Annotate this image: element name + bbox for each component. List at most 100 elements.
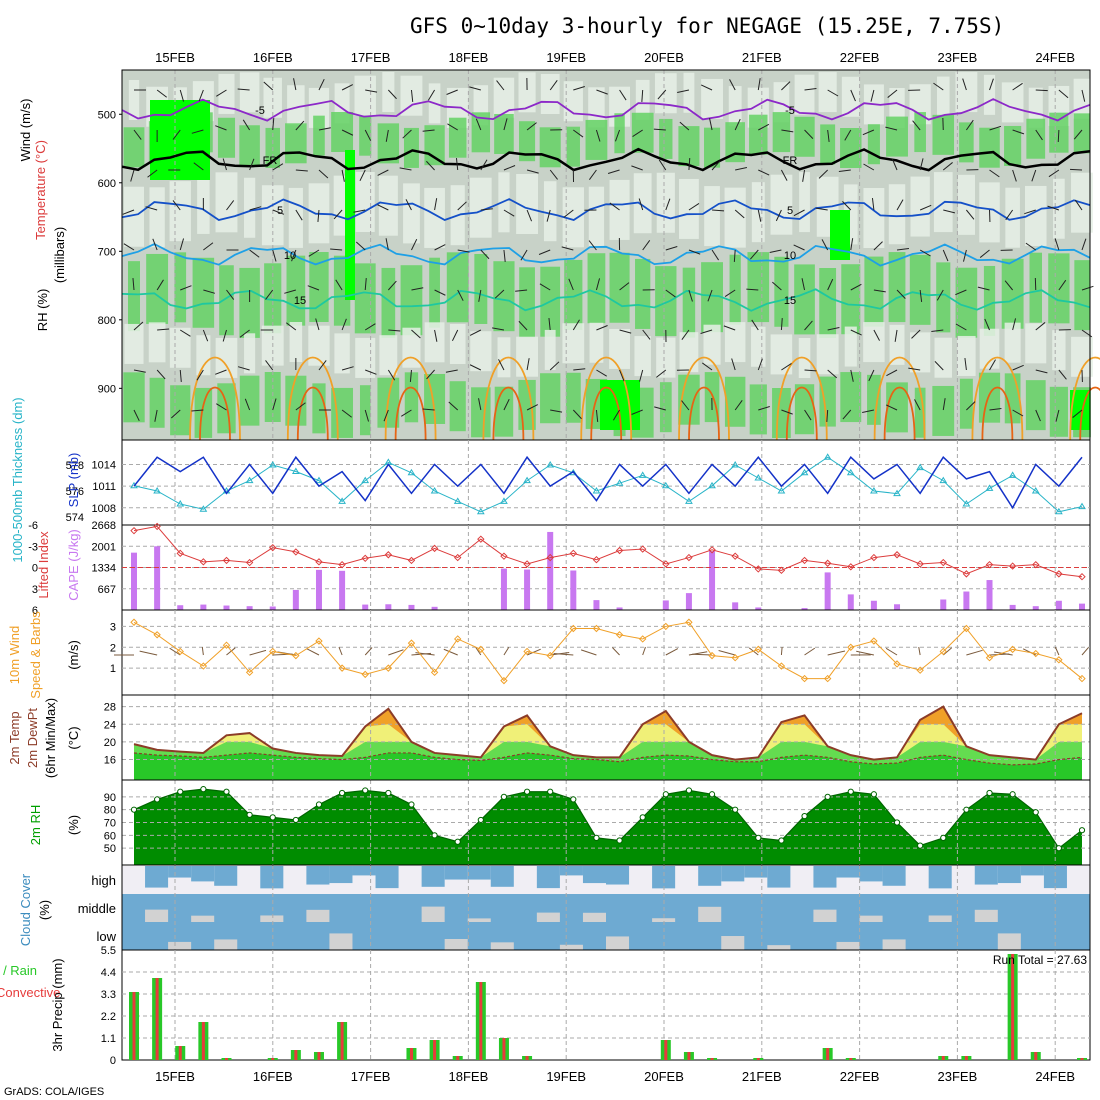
rh-cell (334, 333, 350, 374)
wind-barb (272, 249, 277, 262)
cape-bar (385, 604, 392, 610)
wind-barb (364, 129, 372, 141)
wind-barb (619, 369, 625, 382)
thickness-point (800, 468, 809, 476)
wind-barb (688, 651, 708, 656)
wind-barb (132, 278, 135, 291)
wind-barb (1012, 129, 1025, 135)
rh2m-point (130, 806, 138, 813)
rh2m-point (685, 787, 693, 794)
panel-labels: Wind (m/s) Temperature (°C) (millibars) … (0, 99, 81, 1052)
wind-barb (216, 89, 227, 97)
label-wind: Wind (m/s) (18, 99, 33, 162)
rh-cell (494, 113, 514, 154)
wind-speed-point (430, 668, 439, 677)
label-cloud-unit: (%) (37, 900, 52, 920)
cape-bar (431, 606, 438, 610)
wind-barb (580, 649, 597, 656)
warm-contour (775, 356, 828, 441)
rh-cell (959, 378, 973, 429)
cloud-cell (536, 912, 560, 922)
lifted-tick: 3 (32, 584, 38, 596)
precip-tick: 5.5 (101, 945, 116, 957)
wind-barb (908, 367, 921, 371)
rh-cell (728, 86, 742, 127)
wind-barb (868, 369, 875, 382)
rh-cell (1028, 87, 1043, 128)
thickness-point (893, 489, 901, 497)
wind-speed-point (1078, 674, 1086, 683)
wind-barb (411, 287, 424, 291)
rh2m-point (917, 842, 924, 849)
warm-contour (883, 386, 916, 441)
wind-barb (434, 198, 438, 211)
cape-bar (709, 551, 716, 610)
wind-barb (364, 647, 373, 656)
cloud-cell (490, 942, 514, 950)
lifted-index-point (523, 560, 531, 568)
cloud-cell (329, 933, 353, 950)
wind-barb (873, 241, 883, 251)
rh2m-point (177, 788, 184, 795)
rh-cell (381, 267, 396, 338)
wind-barb (496, 80, 505, 91)
cloud-cell (974, 909, 998, 922)
wind-barb (781, 129, 794, 133)
lifted-index-point (985, 560, 994, 569)
precip-convective-bar (710, 1058, 714, 1060)
label-rh: RH (%) (35, 289, 50, 332)
wind10m-panel: 3 2 1 (110, 609, 1091, 696)
lifted-index-point (638, 545, 647, 553)
thickness-point (939, 476, 948, 484)
thickness-point (453, 497, 462, 504)
wind-barb (1004, 280, 1014, 291)
wind-barb (172, 129, 181, 140)
wind-barb (1035, 409, 1041, 422)
wind-speed-point (893, 660, 901, 668)
wind-barb (609, 202, 620, 211)
warm-contour (971, 356, 1024, 441)
rh2m-point (847, 788, 854, 795)
wind-barb (133, 321, 144, 331)
label-lifted: Lifted Index (36, 531, 51, 599)
thickness-point (500, 497, 508, 504)
wind-barb (1031, 169, 1037, 182)
precip-convective-bar (294, 1050, 298, 1060)
thickness-point (338, 497, 346, 504)
date-label-top: 23FEB (938, 50, 978, 65)
wind-barb (942, 398, 946, 411)
lifted-index-point (430, 544, 439, 553)
wind-barb (1055, 409, 1060, 422)
wind-speed-point (1008, 645, 1017, 654)
cloud-cell (582, 866, 606, 884)
rh2m-point (547, 788, 554, 795)
thickness-point (361, 476, 370, 484)
wind-barb (596, 369, 607, 377)
slp-line (133, 455, 1083, 510)
wind-barb (364, 323, 376, 331)
rh-cell (659, 118, 673, 159)
cloud-cell (606, 866, 630, 885)
wind-barb (156, 369, 166, 380)
wind-barb (285, 322, 297, 331)
rh-cell (540, 73, 560, 114)
wind-barb (965, 119, 974, 131)
label-temperature: Temperature (°C) (33, 140, 48, 240)
wind-barb (426, 369, 435, 380)
wind-barb (914, 399, 921, 411)
wind-barb (850, 329, 862, 336)
slp-tick: 1014 (92, 459, 116, 471)
rh-cell (978, 372, 1001, 423)
wind-barb (757, 358, 763, 371)
rh-cell (679, 178, 699, 239)
rh2m-point (778, 837, 785, 844)
wind-barb (561, 246, 574, 251)
wind-speed-point (477, 645, 485, 654)
rh-cell (614, 113, 625, 154)
rh-cell (724, 376, 746, 427)
rh-cell (701, 262, 723, 333)
wind-barb (399, 167, 412, 171)
wind-barb (769, 249, 782, 253)
wind-barb (955, 323, 967, 331)
wind-barb (815, 207, 828, 211)
